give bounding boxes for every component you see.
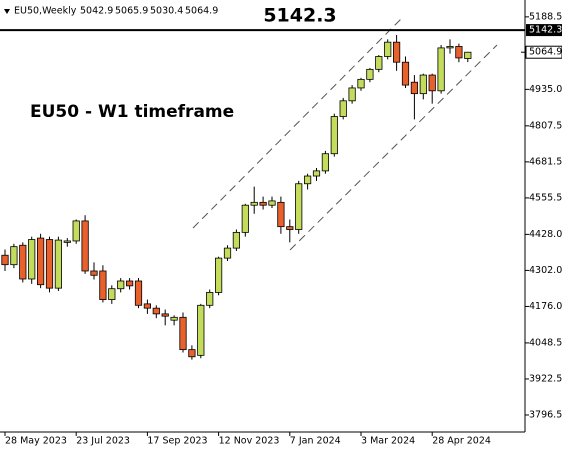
y-tick-label: 4935.0: [529, 84, 562, 95]
candle-body: [277, 201, 285, 228]
candle-body: [1, 254, 9, 266]
candle-body: [232, 231, 240, 249]
candle-body: [259, 201, 267, 206]
x-tick-label: 23 Jul 2023: [76, 436, 130, 447]
candle-body: [45, 239, 54, 289]
candle-body: [321, 153, 330, 172]
candle-body: [241, 204, 249, 233]
y-tick-label: 4681.5: [529, 156, 562, 167]
candle-body: [19, 244, 27, 280]
header-close: 5064.9: [185, 6, 218, 17]
candle-body: [437, 47, 445, 92]
x-tick-label: 17 Sep 2023: [147, 436, 207, 447]
candle-body: [357, 78, 365, 89]
candle-body: [170, 316, 178, 321]
annotation: EU50 - W1 timeframe: [30, 102, 234, 122]
candle-body: [401, 61, 410, 86]
header-icon: [4, 9, 10, 14]
candle-body: [54, 239, 63, 289]
y-tick-label: 4176.0: [529, 301, 562, 312]
y-tick-label: 4048.5: [529, 337, 562, 348]
candle-body: [366, 68, 374, 80]
channel-upper: [192, 17, 403, 229]
candle-body: [214, 257, 223, 293]
x-tick-label: 7 Jan 2024: [290, 436, 341, 447]
candle-body: [250, 201, 258, 206]
candle-body: [303, 175, 312, 185]
candle-body: [81, 220, 89, 272]
candle-body: [63, 240, 71, 243]
candle-body: [10, 246, 18, 266]
x-tick-label: 28 May 2023: [5, 436, 67, 447]
y-tick-label: 3796.5: [529, 409, 562, 420]
x-tick-label: 28 Apr 2024: [432, 436, 491, 447]
candle-body: [223, 247, 232, 259]
level-label-box: [526, 24, 562, 37]
header-open: 5042.9: [80, 6, 113, 17]
price-label-box: [525, 45, 562, 59]
candle-body: [464, 51, 472, 59]
candle-body: [384, 41, 392, 57]
candle-body: [188, 349, 196, 358]
candle-body: [206, 292, 214, 306]
candle-body: [179, 316, 187, 351]
candle-body: [410, 81, 419, 95]
candle-body: [295, 183, 303, 230]
price-label: 5064.9: [529, 47, 562, 58]
y-tick-label: 4428.0: [529, 229, 562, 240]
candle-body: [446, 46, 454, 49]
candle-body: [375, 56, 383, 70]
candle-body: [99, 270, 107, 300]
candle-body: [117, 280, 125, 290]
candle-body: [108, 288, 116, 300]
candle-body: [90, 270, 98, 276]
candle-body: [197, 304, 205, 356]
y-tick-label: 3922.5: [529, 373, 562, 384]
header-symbol: EU50,Weekly: [14, 6, 77, 17]
candle-body: [161, 313, 169, 317]
candle-body: [126, 280, 134, 287]
level-title: 5142.3: [263, 5, 336, 27]
y-tick-label: 4807.5: [529, 120, 562, 131]
channel-lower: [289, 44, 498, 251]
candle-body: [428, 74, 436, 92]
x-tick-label: 12 Nov 2023: [219, 436, 280, 447]
candle-body: [268, 200, 276, 206]
candle-body: [455, 46, 463, 59]
candle-body: [419, 74, 427, 95]
candle-body: [312, 170, 321, 177]
header-high: 5065.9: [115, 6, 148, 17]
y-tick-label: 4555.5: [529, 192, 562, 203]
candle-body: [330, 116, 338, 155]
x-tick-label: 3 Mar 2024: [361, 436, 415, 447]
candle-body: [348, 87, 356, 102]
candle-body: [37, 237, 45, 286]
candle-body: [339, 100, 347, 117]
candle-body: [28, 239, 36, 280]
candle-body: [152, 307, 160, 315]
y-tick-label: 4302.0: [529, 265, 562, 276]
candle-body: [134, 280, 143, 306]
candle-body: [392, 41, 401, 63]
candle-body: [72, 220, 80, 242]
candle-body: [286, 226, 294, 230]
y-tick-label: 5188.5: [529, 11, 562, 22]
header-low: 5030.4: [150, 6, 183, 17]
candle-body: [143, 303, 151, 309]
level-label: 5142.3: [529, 25, 562, 36]
